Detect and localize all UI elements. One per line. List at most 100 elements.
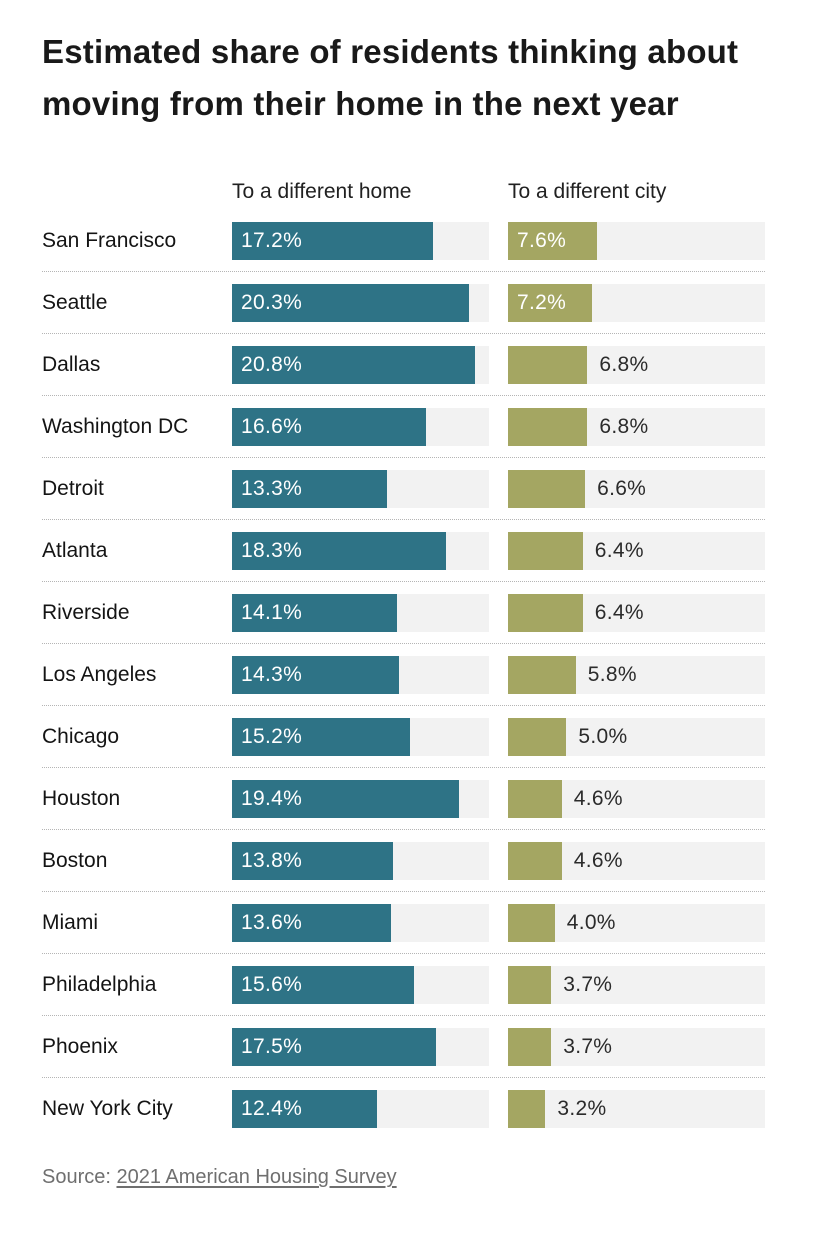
chart-row: Seattle 20.3% 7.2%: [42, 272, 765, 335]
bar: 13.6%: [232, 903, 391, 942]
bar: 16.6%: [232, 407, 426, 446]
bar-value-label: 17.2%: [241, 228, 303, 252]
city-label: Dallas: [42, 352, 101, 376]
bar: 18.3%: [232, 531, 446, 570]
chart-row: Detroit 13.3% 6.6%: [42, 458, 765, 521]
bar: 13.8%: [232, 841, 394, 880]
city-label: Boston: [42, 848, 108, 872]
bar-track-different-home: 20.8%: [232, 345, 489, 384]
bar-value-label: 6.4%: [594, 600, 644, 624]
city-label: Chicago: [42, 724, 120, 748]
bar-track-different-city: 7.2%: [508, 283, 765, 322]
bar-value-label: 4.6%: [573, 786, 623, 810]
bar-track-different-city: 6.4%: [508, 593, 765, 632]
bar: [508, 903, 555, 942]
chart-row: Philadelphia 15.6% 3.7%: [42, 954, 765, 1017]
bar-value-label: 13.6%: [241, 910, 303, 934]
chart-title: Estimated share of residents thinking ab…: [42, 33, 739, 123]
bar-value-label: 14.1%: [241, 600, 303, 624]
bar-value-label: 19.4%: [241, 786, 303, 810]
bar-value-label: 13.3%: [241, 476, 303, 500]
bar-value-label: 5.0%: [578, 724, 628, 748]
bar: 17.5%: [232, 1027, 437, 1066]
bar: 15.2%: [232, 717, 410, 756]
bar-track-different-home: 17.5%: [232, 1027, 489, 1066]
bar-value-label: 5.8%: [587, 662, 637, 686]
city-label: Riverside: [42, 600, 130, 624]
bar-track-different-home: 20.3%: [232, 283, 489, 322]
bar-track-different-home: 13.3%: [232, 469, 489, 508]
bar: 17.2%: [232, 221, 433, 260]
bar-value-label: 4.0%: [566, 910, 616, 934]
bar: [508, 407, 588, 446]
bar-value-label: 6.8%: [599, 352, 649, 376]
bar-track-different-city: 7.6%: [508, 221, 765, 260]
bar-track-different-city: 6.4%: [508, 531, 765, 570]
bar-value-label: 12.4%: [241, 1097, 303, 1121]
bar-value-label: 15.6%: [241, 972, 303, 996]
chart-row: Atlanta 18.3% 6.4%: [42, 520, 765, 583]
column-header-different-city: To a different city: [508, 180, 667, 204]
source-link[interactable]: 2021 American Housing Survey: [116, 1166, 397, 1189]
bar-track-different-city: 6.6%: [508, 469, 765, 508]
bar-track-different-city: 4.0%: [508, 903, 765, 942]
bar: 7.6%: [508, 221, 597, 260]
bar: [508, 1090, 546, 1129]
bar: [508, 965, 552, 1004]
bar-value-label: 20.3%: [241, 290, 303, 314]
bar: 14.3%: [232, 655, 400, 694]
bar: 13.3%: [232, 469, 388, 508]
bar-track-different-city: 5.0%: [508, 717, 765, 756]
city-label: Atlanta: [42, 538, 108, 562]
bar-track-different-home: 12.4%: [232, 1090, 489, 1129]
bar-track-different-home: 16.6%: [232, 407, 489, 446]
chart-row: Miami 13.6% 4.0%: [42, 892, 765, 955]
city-label: Miami: [42, 910, 98, 934]
chart-row: Dallas 20.8% 6.8%: [42, 334, 765, 397]
bar: [508, 593, 583, 632]
bar-track-different-home: 14.3%: [232, 655, 489, 694]
bar-value-label: 7.6%: [517, 228, 567, 252]
bar: [508, 655, 576, 694]
bar-value-label: 6.8%: [599, 414, 649, 438]
bar-track-different-home: 13.8%: [232, 841, 489, 880]
bar-track-different-home: 14.1%: [232, 593, 489, 632]
bar-value-label: 16.6%: [241, 414, 303, 438]
bar-track-different-home: 18.3%: [232, 531, 489, 570]
bar-track-different-city: 3.2%: [508, 1090, 765, 1129]
bar-value-label: 15.2%: [241, 724, 303, 748]
bar-track-different-home: 15.6%: [232, 965, 489, 1004]
bar-value-label: 7.2%: [517, 290, 567, 314]
bar: 20.3%: [232, 283, 470, 322]
city-label: Houston: [42, 786, 121, 810]
bar-value-label: 6.6%: [597, 476, 647, 500]
bar: 14.1%: [232, 593, 397, 632]
city-label: Washington DC: [42, 414, 189, 438]
chart-row: Chicago 15.2% 5.0%: [42, 706, 765, 769]
bar-value-label: 3.7%: [563, 1034, 613, 1058]
city-label: Philadelphia: [42, 972, 157, 996]
city-label: Seattle: [42, 290, 108, 314]
chart-row: Boston 13.8% 4.6%: [42, 830, 765, 893]
chart-row: Riverside 14.1% 6.4%: [42, 582, 765, 645]
bar: [508, 779, 562, 818]
bar-value-label: 20.8%: [241, 352, 303, 376]
bar-track-different-city: 3.7%: [508, 965, 765, 1004]
bar: 15.6%: [232, 965, 415, 1004]
column-headers: To a different home To a different city: [42, 174, 765, 204]
bar: 7.2%: [508, 283, 593, 322]
bar: [508, 469, 586, 508]
bar-track-different-city: 4.6%: [508, 841, 765, 880]
chart-page: Estimated share of residents thinking ab…: [42, 33, 765, 1189]
chart-row: Los Angeles 14.3% 5.8%: [42, 644, 765, 707]
bar-value-label: 4.6%: [573, 848, 623, 872]
bar-track-different-home: 17.2%: [232, 221, 489, 260]
bar-track-different-home: 13.6%: [232, 903, 489, 942]
bar-value-label: 3.2%: [557, 1097, 607, 1121]
bar-value-label: 6.4%: [594, 538, 644, 562]
column-header-different-home: To a different home: [232, 180, 412, 204]
city-label: New York City: [42, 1097, 173, 1121]
bar: [508, 1027, 552, 1066]
bar: [508, 717, 567, 756]
bar-track-different-home: 19.4%: [232, 779, 489, 818]
